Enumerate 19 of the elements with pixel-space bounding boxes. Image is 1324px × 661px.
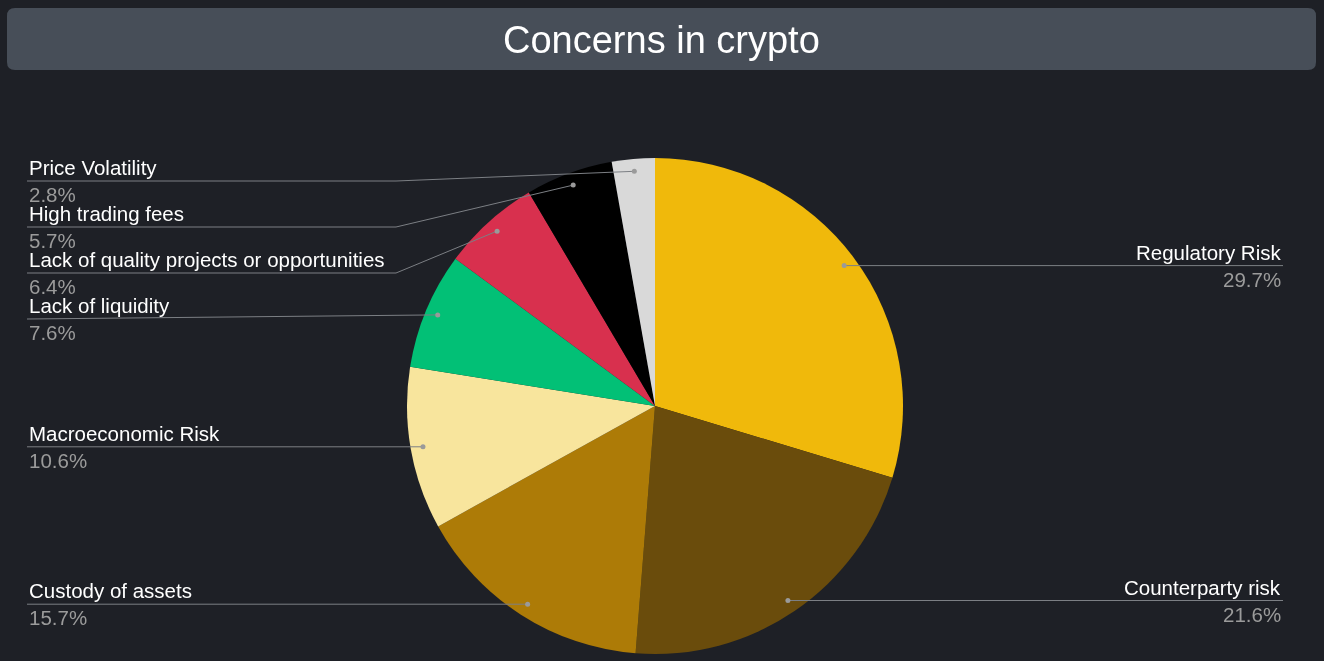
slice-label: Price Volatility — [29, 156, 158, 179]
data-label: 21.6% — [1223, 603, 1282, 626]
pie-slice — [438, 406, 655, 654]
pie-slice — [455, 192, 655, 406]
slice-label: Counterparty risk — [1124, 576, 1281, 599]
pie-slice — [410, 258, 655, 406]
pie-slice — [611, 158, 655, 406]
slice-label: Custody of assets — [29, 579, 192, 602]
slice-label: Macroeconomic Risk — [29, 422, 220, 445]
pie-slice — [407, 366, 655, 527]
data-label: 29.7% — [1223, 268, 1282, 291]
data-label: 10.6% — [29, 449, 88, 472]
data-label: 15.7% — [29, 606, 88, 629]
slice-label: Regulatory Risk — [1136, 241, 1282, 264]
chart-title: Concerns in crypto — [503, 19, 820, 61]
data-label: 7.6% — [29, 321, 76, 344]
pie-slice — [635, 406, 893, 654]
pie-slice — [655, 158, 903, 478]
pie-slice — [528, 161, 655, 406]
